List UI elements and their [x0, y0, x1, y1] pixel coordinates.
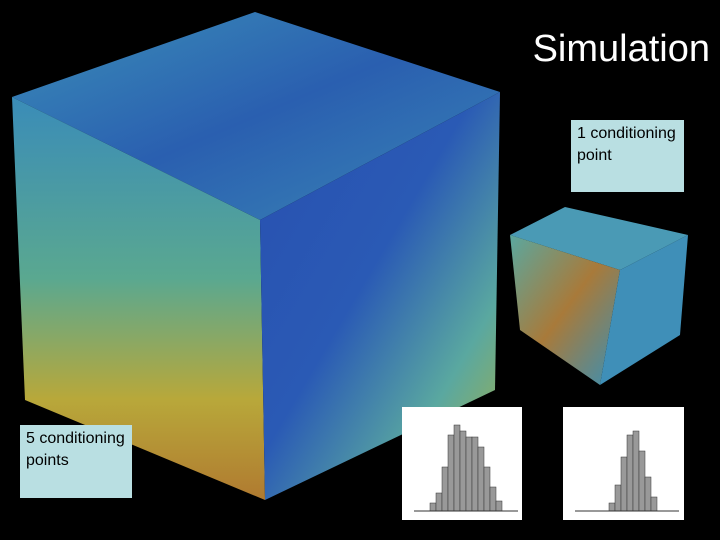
cube-left — [12, 97, 265, 500]
cube-right — [260, 92, 500, 500]
large-cube — [12, 12, 500, 500]
small-cube-label: 1 conditioning point — [571, 120, 684, 192]
cube-top — [510, 207, 688, 270]
cube-top — [12, 12, 500, 220]
cube-right — [600, 235, 688, 385]
histogram — [402, 407, 522, 520]
histogram — [563, 407, 684, 520]
cube-left — [510, 235, 620, 385]
large-cube-label: 5 conditioning points — [20, 425, 132, 498]
slide-title: Simulation — [532, 28, 710, 70]
small-cube — [510, 207, 688, 385]
